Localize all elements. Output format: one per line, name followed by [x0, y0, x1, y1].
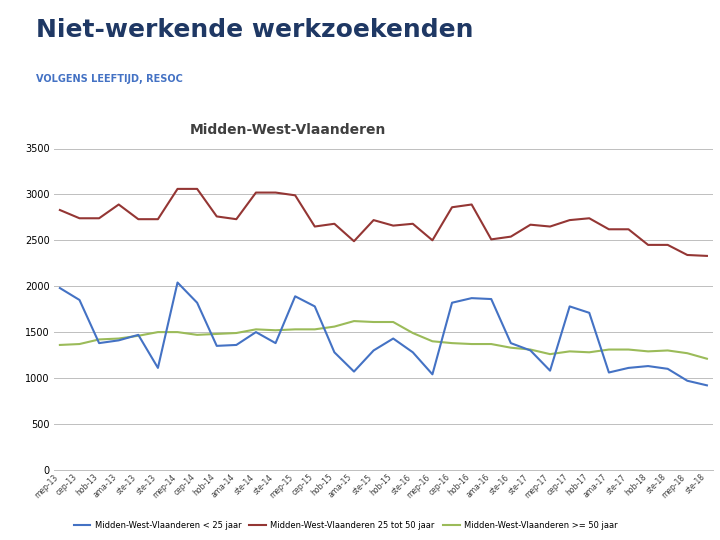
Text: VOLGENS LEEFTIJD, RESOC: VOLGENS LEEFTIJD, RESOC	[36, 73, 183, 84]
Text: VDAB: VDAB	[590, 29, 660, 49]
Text: Niet-werkende werkzoekenden: Niet-werkende werkzoekenden	[36, 18, 474, 42]
Text: samen sterk voor werk: samen sterk voor werk	[581, 83, 668, 92]
Text: Midden-West-Vlaanderen: Midden-West-Vlaanderen	[190, 123, 386, 137]
Legend: Midden-West-Vlaanderen < 25 jaar, Midden-West-Vlaanderen 25 tot 50 jaar, Midden-: Midden-West-Vlaanderen < 25 jaar, Midden…	[71, 517, 621, 533]
